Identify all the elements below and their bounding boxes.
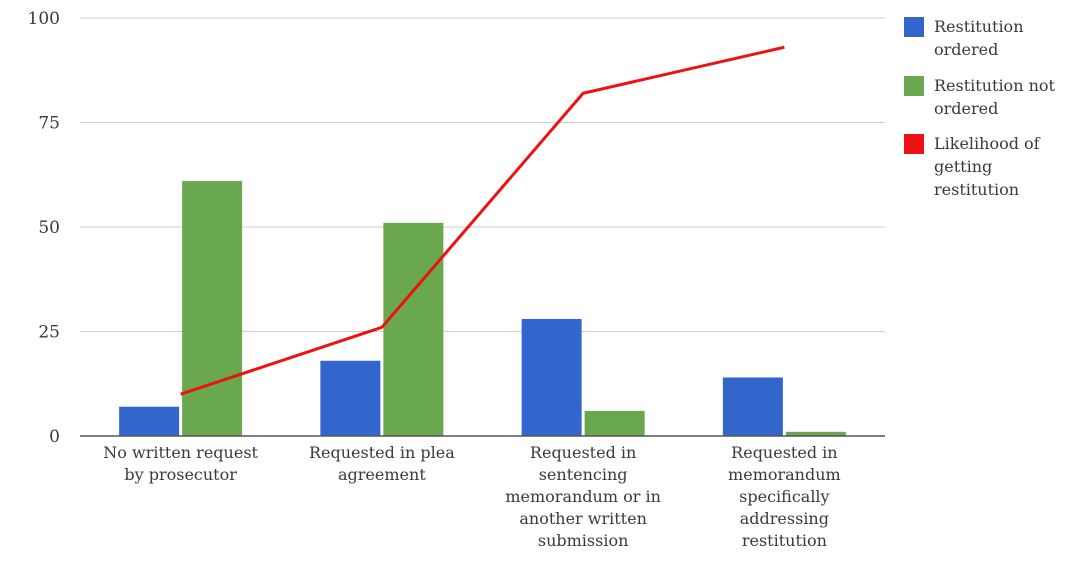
legend-label-line: ordered bbox=[934, 99, 998, 118]
y-tick-label: 75 bbox=[38, 114, 60, 134]
x-category-label-line: sentencing bbox=[539, 465, 628, 484]
bar-restitution-ordered bbox=[522, 319, 582, 436]
x-category-label-line: No written request bbox=[103, 443, 258, 462]
bar-restitution-not-ordered bbox=[182, 181, 242, 436]
x-category-label-line: by prosecutor bbox=[124, 465, 237, 484]
x-category-label-line: Requested in bbox=[731, 443, 837, 462]
bar-restitution-ordered bbox=[119, 407, 179, 436]
bar-restitution-ordered bbox=[320, 361, 380, 436]
x-category-label-line: another written bbox=[519, 509, 647, 528]
x-category-label: Requested in plea agreement bbox=[309, 443, 455, 484]
x-category-label-line: submission bbox=[538, 531, 629, 550]
legend-label-line: Restitution bbox=[934, 17, 1024, 36]
y-tick-label: 0 bbox=[49, 427, 60, 447]
x-category-label: Requested in memorandum specifically addres… bbox=[728, 443, 841, 550]
bar-restitution-ordered bbox=[723, 377, 783, 436]
legend-label-line: restitution bbox=[934, 180, 1019, 199]
x-category-label-line: restitution bbox=[742, 531, 827, 550]
x-category-label-line: Requested in plea bbox=[309, 443, 455, 462]
x-category-label-line: memorandum bbox=[728, 465, 841, 484]
legend-label-line: ordered bbox=[934, 40, 998, 59]
bar-restitution-not-ordered bbox=[585, 411, 645, 436]
x-category-label-line: agreement bbox=[338, 465, 426, 484]
series-line-likelihood bbox=[181, 47, 785, 394]
legend-swatch bbox=[904, 17, 924, 37]
legend-label: Restitution not ordered bbox=[934, 76, 1056, 118]
legend-label-line: Restitution not bbox=[934, 76, 1056, 95]
legend-label-line: getting bbox=[934, 157, 992, 176]
legend-label: Likelihood of getting restitution bbox=[934, 134, 1041, 199]
y-tick-label: 100 bbox=[28, 9, 60, 29]
bar-restitution-not-ordered bbox=[383, 223, 443, 436]
x-category-label-line: specifically bbox=[739, 487, 829, 506]
legend-swatch bbox=[904, 76, 924, 96]
y-tick-label: 25 bbox=[38, 323, 60, 343]
y-tick-label: 50 bbox=[38, 218, 60, 238]
x-category-label-line: memorandum or in bbox=[505, 487, 661, 506]
x-category-label-line: Requested in bbox=[530, 443, 636, 462]
legend-swatch bbox=[904, 134, 924, 154]
x-category-label-line: addressing bbox=[740, 509, 829, 528]
x-category-label: No written request by prosecutor bbox=[103, 443, 258, 484]
x-category-label: Requested in sentencing memorandum or in an… bbox=[505, 443, 661, 550]
legend-label-line: Likelihood of bbox=[934, 134, 1041, 153]
legend-label: Restitution ordered bbox=[934, 17, 1024, 59]
